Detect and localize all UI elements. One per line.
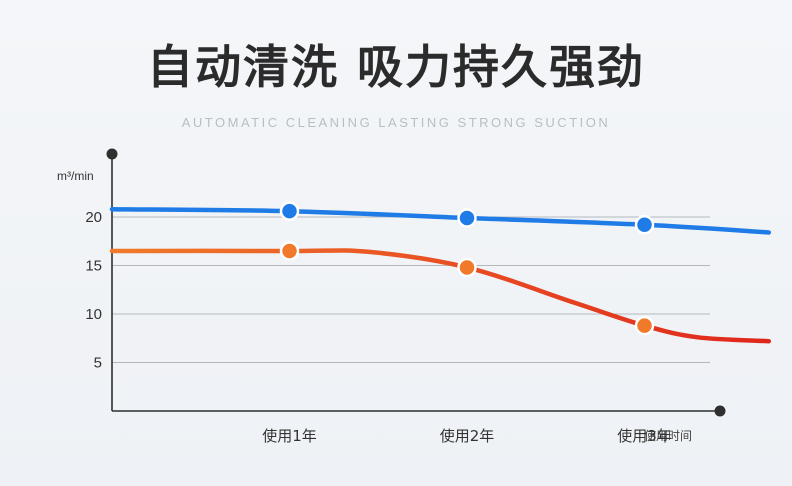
series-line-1 xyxy=(109,206,772,235)
grid-lines xyxy=(112,216,710,363)
x-category-label: 使用2年 xyxy=(440,427,495,445)
series-1-point xyxy=(279,201,300,221)
series-1-point xyxy=(634,215,655,235)
series-line-2 xyxy=(109,248,772,344)
x-axis-end-dot xyxy=(714,405,726,417)
page-subtitle: AUTOMATIC CLEANING LASTING STRONG SUCTIO… xyxy=(181,115,611,130)
series-2-point xyxy=(634,315,655,336)
series-1-point xyxy=(457,208,477,228)
x-axis-title: 使用时间 xyxy=(644,428,692,443)
series-2-point xyxy=(457,257,477,278)
series-2-point xyxy=(279,241,300,261)
y-tick-labels: 5 10 15 20 xyxy=(85,209,102,372)
page-title: 自动清洗 吸力持久强劲 xyxy=(146,40,645,94)
axes: m³/min 使用时间 xyxy=(57,148,726,443)
y-tick-label: 10 xyxy=(85,306,102,323)
y-tick-label: 15 xyxy=(85,258,102,275)
x-category-label: 使用1年 xyxy=(262,427,317,445)
y-tick-label: 5 xyxy=(94,355,102,372)
y-axis-end-dot xyxy=(106,148,118,160)
x-category-labels: 使用1年 使用2年 使用3年 xyxy=(262,427,672,445)
series-lines xyxy=(109,206,772,344)
series-markers xyxy=(279,201,655,336)
y-tick-label: 20 xyxy=(85,209,102,226)
y-axis-unit: m³/min xyxy=(57,169,94,183)
x-category-label: 使用3年 xyxy=(617,427,672,445)
